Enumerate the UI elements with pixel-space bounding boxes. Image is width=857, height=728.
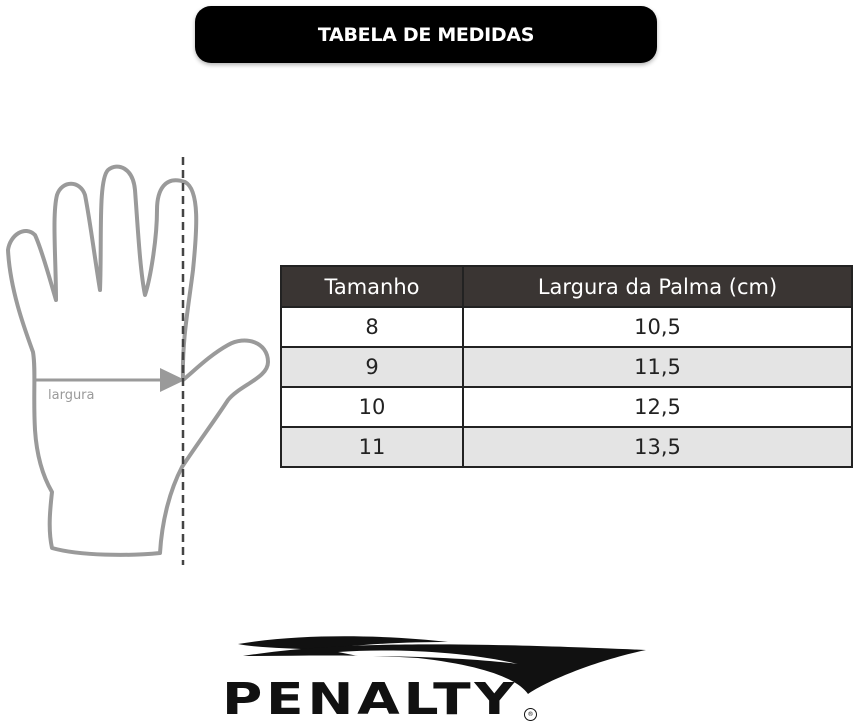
width-cell: 12,5 <box>462 386 853 428</box>
size-cell: 11 <box>280 426 464 468</box>
penalty-swoosh-icon <box>238 636 646 694</box>
hand-diagram <box>6 157 270 565</box>
arrow-head-icon <box>160 368 185 392</box>
size-table: Tamanho Largura da Palma (cm) 8 10,5 9 1… <box>280 265 853 468</box>
size-cell: 9 <box>280 346 464 388</box>
table-header-row: Tamanho Largura da Palma (cm) <box>280 265 853 308</box>
header-largura: Largura da Palma (cm) <box>462 265 853 308</box>
table-row: 11 13,5 <box>280 426 853 468</box>
title-banner: TABELA DE MEDIDAS <box>195 6 657 63</box>
size-cell: 10 <box>280 386 464 428</box>
width-cell: 11,5 <box>462 346 853 388</box>
brand-logo-text: PENALTY <box>222 674 519 725</box>
table-row: 10 12,5 <box>280 386 853 428</box>
width-cell: 13,5 <box>462 426 853 468</box>
width-cell: 10,5 <box>462 306 853 348</box>
header-tamanho: Tamanho <box>280 265 464 308</box>
hand-outline <box>6 164 270 557</box>
table-row: 8 10,5 <box>280 306 853 348</box>
registered-mark: ® <box>524 708 537 721</box>
page-title: TABELA DE MEDIDAS <box>317 23 535 46</box>
largura-label: largura <box>48 388 95 403</box>
size-cell: 8 <box>280 306 464 348</box>
table-row: 9 11,5 <box>280 346 853 388</box>
